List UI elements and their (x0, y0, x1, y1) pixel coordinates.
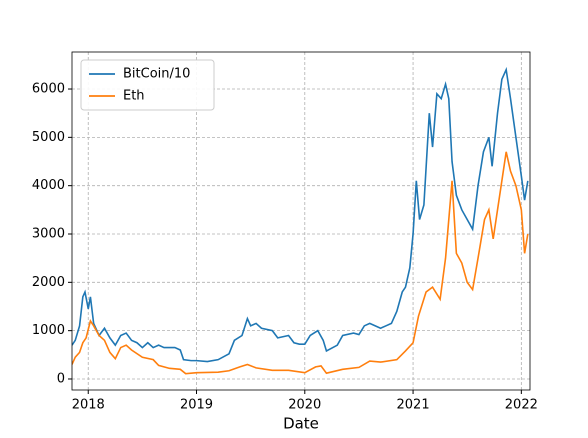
plot-frame (71, 51, 531, 391)
data-line (72, 151, 529, 375)
y-tick-label: 0 (57, 371, 65, 386)
legend-label: Eth (123, 89, 145, 104)
x-tick-label: 2020 (288, 398, 321, 413)
y-tick-label: 3000 (32, 227, 65, 242)
x-axis-label: Date (283, 415, 319, 433)
y-tick-label: 2000 (32, 275, 65, 290)
y-tick-label: 6000 (32, 82, 65, 97)
data-line (72, 66, 529, 363)
y-tick-label: 5000 (32, 130, 65, 145)
x-tick-label: 2021 (397, 398, 430, 413)
x-tick-label: 2022 (505, 398, 538, 413)
legend-box (80, 59, 215, 111)
y-tick-label: 4000 (32, 178, 65, 193)
x-tick-label: 2019 (180, 398, 213, 413)
x-tick-label: 2018 (72, 398, 105, 413)
y-tick-label: 1000 (32, 323, 65, 338)
legend-label: BitCoin/10 (123, 67, 190, 82)
